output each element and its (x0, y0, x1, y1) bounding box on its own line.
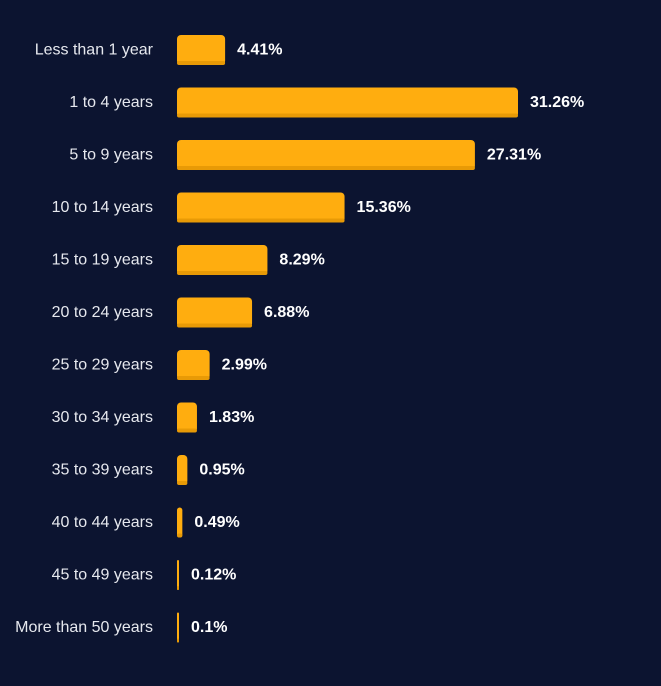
value-label-3: 15.36% (357, 199, 411, 216)
value-label-8: 0.95% (199, 462, 244, 479)
bar-4 (177, 245, 268, 275)
value-labels-group: 4.41% 31.26% 27.31% 15.36% 8.29% 6.88% 2.99% 1.… (191, 42, 584, 637)
category-label-1: 1 to 4 years (69, 94, 153, 111)
category-label-6: 25 to 29 years (52, 357, 153, 374)
bar-shade-6 (177, 376, 210, 380)
bar-9 (177, 507, 183, 538)
bar-10 (177, 560, 179, 590)
bar-shade-4 (177, 271, 268, 275)
value-label-7: 1.83% (209, 409, 254, 426)
bar-1 (177, 87, 518, 118)
bar-shade-3 (177, 218, 345, 223)
bar-shade-11 (177, 638, 179, 643)
category-label-11: More than 50 years (15, 619, 153, 636)
value-label-9: 0.49% (194, 514, 239, 531)
category-label-5: 20 to 24 years (52, 304, 153, 321)
bar-7 (177, 402, 197, 433)
bar-shade-1 (177, 113, 518, 118)
bar-shade-7 (177, 428, 197, 433)
value-label-11: 0.1% (191, 619, 227, 636)
category-label-4: 15 to 19 years (52, 252, 153, 269)
bar-shade-10 (177, 586, 179, 590)
bar-6 (177, 350, 210, 380)
category-labels-group: Less than 1 year 1 to 4 years 5 to 9 years… (15, 42, 154, 637)
bars-group (177, 35, 518, 643)
bar-shade-5 (177, 323, 253, 328)
bar-5 (177, 297, 253, 328)
bar-3 (177, 192, 345, 223)
bar-8 (177, 455, 188, 485)
value-label-4: 8.29% (279, 252, 324, 269)
category-label-2: 5 to 9 years (69, 147, 153, 164)
category-label-3: 10 to 14 years (52, 199, 153, 216)
bar-shade-9 (177, 533, 183, 538)
value-label-0: 4.41% (237, 42, 282, 59)
value-label-1: 31.26% (530, 94, 584, 111)
value-label-6: 2.99% (222, 357, 267, 374)
bar-shade-0 (177, 61, 226, 65)
bar-shade-2 (177, 166, 475, 170)
value-label-5: 6.88% (264, 304, 309, 321)
category-label-7: 30 to 34 years (52, 409, 153, 426)
bar-11 (177, 612, 179, 643)
category-label-8: 35 to 39 years (52, 462, 153, 479)
bar-2 (177, 140, 475, 170)
bar-0 (177, 35, 226, 65)
category-label-0: Less than 1 year (35, 42, 154, 59)
bar-shade-8 (177, 481, 188, 485)
category-label-9: 40 to 44 years (52, 514, 153, 531)
category-label-10: 45 to 49 years (52, 567, 153, 584)
value-label-10: 0.12% (191, 567, 236, 584)
value-label-2: 27.31% (487, 147, 541, 164)
